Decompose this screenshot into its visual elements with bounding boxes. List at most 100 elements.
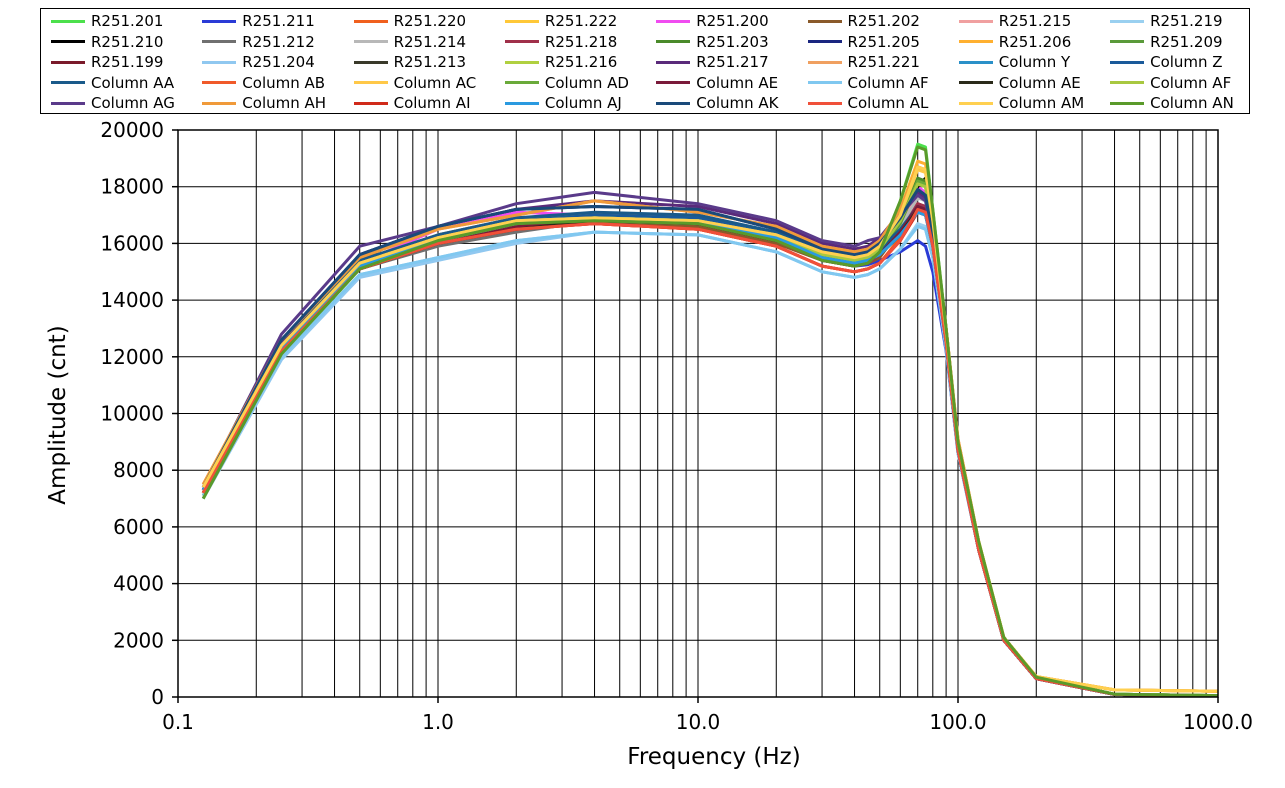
legend-item: R251.209 bbox=[1110, 32, 1223, 52]
legend-item: R251.211 bbox=[202, 11, 315, 31]
legend-label: R251.222 bbox=[544, 12, 618, 30]
legend-item: R251.216 bbox=[504, 52, 617, 72]
legend-swatch bbox=[958, 19, 993, 23]
legend-label: R251.214 bbox=[393, 32, 467, 51]
legend-swatch bbox=[202, 40, 237, 43]
legend-swatch bbox=[353, 60, 388, 64]
legend-item: R251.222 bbox=[504, 11, 618, 31]
legend-swatch bbox=[656, 60, 691, 64]
legend-item: Column AG bbox=[51, 93, 175, 113]
legend-swatch bbox=[51, 81, 85, 84]
legend-item: R251.201 bbox=[51, 11, 163, 31]
legend-label: Column AB bbox=[242, 73, 326, 92]
legend-item: R251.212 bbox=[202, 32, 315, 52]
legend-item: Column AJ bbox=[504, 93, 622, 113]
legend-swatch bbox=[958, 40, 993, 43]
series-line-33 bbox=[201, 165, 1219, 693]
legend-item: Column AN bbox=[1110, 93, 1234, 113]
legend-label: Column AC bbox=[393, 73, 477, 92]
legend-label: R251.205 bbox=[847, 32, 920, 51]
x-tick-label: 100.0 bbox=[929, 710, 986, 734]
legend-swatch bbox=[1110, 40, 1145, 43]
legend-label: Column AA bbox=[91, 73, 175, 92]
legend-item: R251.215 bbox=[958, 11, 1071, 31]
legend-item: R251.214 bbox=[353, 32, 467, 52]
legend-item: Column AB bbox=[202, 73, 325, 93]
legend-label: Column AF bbox=[847, 73, 929, 92]
legend-swatch bbox=[807, 60, 842, 64]
legend-label: R251.212 bbox=[242, 32, 315, 51]
x-tick-label: 0.1 bbox=[162, 710, 194, 734]
series-line-12 bbox=[201, 176, 1219, 698]
axes: 0 2000 4000 6000 8000 10000 12000 14000 16000 180… bbox=[100, 118, 1253, 734]
series-line-21 bbox=[201, 165, 1219, 693]
legend-label: R251.210 bbox=[91, 32, 164, 51]
chart-legend: R251.201 R251.211 R251.220 R251.222 R251.200… bbox=[40, 8, 1250, 114]
legend-item: R251.199 bbox=[51, 52, 163, 72]
legend-label: R251.220 bbox=[393, 12, 467, 30]
y-tick-label: 6000 bbox=[113, 515, 164, 539]
series-line-38 bbox=[201, 165, 1219, 693]
series-line-35 bbox=[201, 210, 1219, 698]
legend-item: Column AK bbox=[656, 93, 779, 113]
legend-swatch bbox=[51, 60, 85, 64]
legend-swatch bbox=[1110, 60, 1145, 64]
legend-item: Column AM bbox=[958, 93, 1084, 113]
legend-item: R251.203 bbox=[656, 32, 769, 52]
y-tick-label: 10000 bbox=[100, 402, 164, 426]
y-tick-label: 14000 bbox=[100, 288, 164, 312]
series-line-22 bbox=[201, 210, 1219, 698]
legend-label: Column AI bbox=[393, 94, 471, 112]
legend-label: R251.200 bbox=[696, 12, 769, 30]
legend-item: R251.213 bbox=[353, 52, 466, 72]
legend-label: Column AF bbox=[1150, 73, 1232, 92]
legend-item: Column AH bbox=[202, 93, 326, 113]
legend-item: Column AC bbox=[353, 73, 477, 93]
series-line-34 bbox=[201, 210, 1219, 698]
legend-swatch bbox=[656, 81, 691, 84]
legend-item: R251.204 bbox=[202, 52, 315, 72]
legend-swatch bbox=[958, 101, 993, 105]
legend-item: R251.219 bbox=[1110, 11, 1223, 31]
legend-swatch bbox=[202, 60, 237, 64]
legend-item: Column AA bbox=[51, 73, 174, 93]
legend-item: Column AF bbox=[807, 73, 929, 93]
legend-swatch bbox=[656, 19, 691, 23]
legend-swatch bbox=[807, 81, 842, 84]
legend-swatch bbox=[807, 40, 842, 43]
series-group bbox=[201, 142, 1219, 698]
y-tick-label: 12000 bbox=[100, 345, 164, 369]
y-tick-label: 18000 bbox=[100, 175, 164, 199]
legend-item: Column AE bbox=[656, 73, 778, 93]
series-line-37 bbox=[201, 207, 1219, 698]
legend-item: Column AF bbox=[1110, 73, 1231, 93]
legend-swatch bbox=[807, 101, 842, 105]
legend-swatch bbox=[504, 40, 539, 43]
legend-label: Column AN bbox=[1150, 94, 1234, 112]
legend-item: R251.200 bbox=[656, 11, 769, 31]
legend-swatch bbox=[353, 40, 388, 43]
legend-label: R251.201 bbox=[91, 12, 164, 30]
y-axis-label: Amplitude (cnt) bbox=[45, 325, 71, 504]
legend-swatch bbox=[353, 19, 388, 23]
legend-item: R251.221 bbox=[807, 52, 920, 72]
legend-item: R251.206 bbox=[958, 32, 1071, 52]
legend-swatch bbox=[1110, 81, 1145, 84]
legend-swatch bbox=[504, 60, 539, 64]
legend-label: Column AL bbox=[847, 94, 929, 112]
legend-label: R251.217 bbox=[696, 53, 769, 71]
legend-swatch bbox=[353, 101, 388, 105]
y-tick-label: 8000 bbox=[113, 458, 164, 482]
legend-swatch bbox=[1110, 19, 1145, 23]
series-line-17 bbox=[201, 224, 1219, 698]
legend-swatch bbox=[51, 40, 85, 43]
y-tick-label: 2000 bbox=[113, 628, 164, 652]
legend-swatch bbox=[958, 81, 993, 84]
y-tick-label: 4000 bbox=[113, 572, 164, 596]
legend-label: R251.202 bbox=[847, 12, 920, 30]
legend-swatch bbox=[504, 19, 539, 23]
series-line-3 bbox=[201, 165, 1219, 693]
legend-item: Column AI bbox=[353, 93, 471, 113]
y-tick-label: 0 bbox=[151, 685, 164, 709]
